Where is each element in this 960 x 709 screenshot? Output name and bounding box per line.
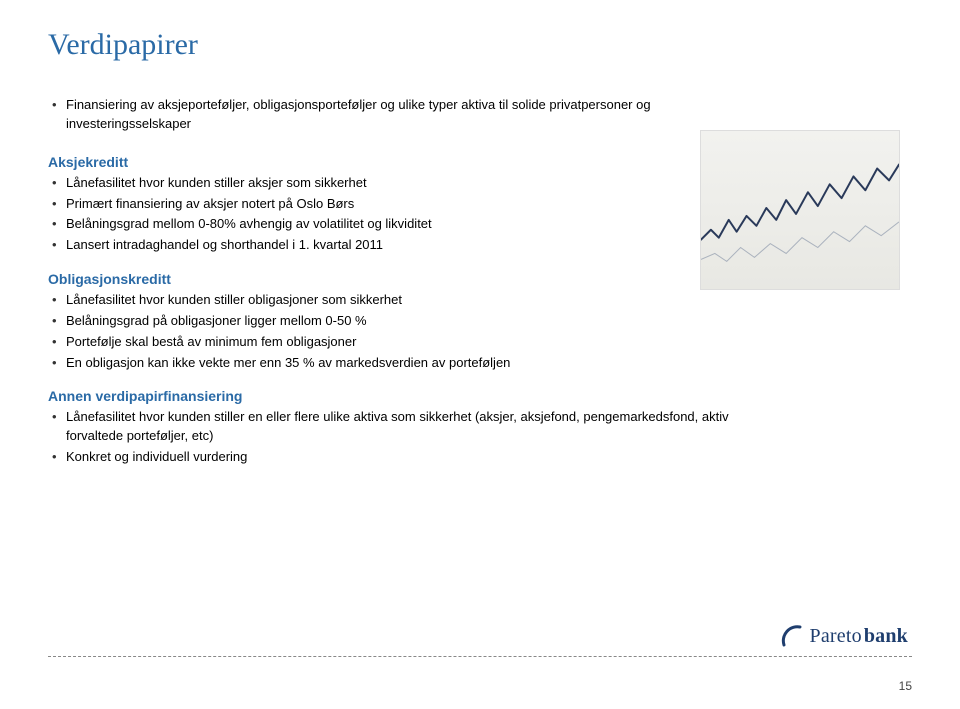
stock-chart-illustration <box>700 130 900 290</box>
list-item: Lånefasilitet hvor kunden stiller obliga… <box>66 291 768 310</box>
intro-bullet: Finansiering av aksjeporteføljer, obliga… <box>66 96 768 134</box>
section-aksjekreditt: Aksjekreditt Lånefasilitet hvor kunden s… <box>48 154 768 255</box>
section-annen: Annen verdipapirfinansiering Lånefasilit… <box>48 388 768 467</box>
brand-logo: Paretobank <box>780 623 908 649</box>
logo-thin: Pareto <box>810 625 862 647</box>
list-item: Lånefasilitet hvor kunden stiller en ell… <box>66 408 768 446</box>
logo-bold: bank <box>864 625 908 647</box>
section-heading: Annen verdipapirfinansiering <box>48 388 768 404</box>
list-item: Primært finansiering av aksjer notert på… <box>66 195 768 214</box>
page-number: 15 <box>899 679 912 693</box>
list-item: Portefølje skal bestå av minimum fem obl… <box>66 333 768 352</box>
list-item: En obligasjon kan ikke vekte mer enn 35 … <box>66 354 768 373</box>
logo-arc-icon <box>780 623 804 649</box>
page-title: Verdipapirer <box>48 28 912 62</box>
list-item: Belåningsgrad mellom 0-80% avhengig av v… <box>66 215 768 234</box>
divider <box>48 656 912 657</box>
section-heading: Aksjekreditt <box>48 154 768 170</box>
section-heading: Obligasjonskreditt <box>48 271 768 287</box>
list-item: Lånefasilitet hvor kunden stiller aksjer… <box>66 174 768 193</box>
intro-section: Finansiering av aksjeporteføljer, obliga… <box>48 96 768 134</box>
section-obligasjonskreditt: Obligasjonskreditt Lånefasilitet hvor ku… <box>48 271 768 372</box>
content-area: Finansiering av aksjeporteføljer, obliga… <box>48 96 768 467</box>
list-item: Konkret og individuell vurdering <box>66 448 768 467</box>
list-item: Lansert intradaghandel og shorthandel i … <box>66 236 768 255</box>
logo-text: Paretobank <box>810 625 908 648</box>
list-item: Belåningsgrad på obligasjoner ligger mel… <box>66 312 768 331</box>
